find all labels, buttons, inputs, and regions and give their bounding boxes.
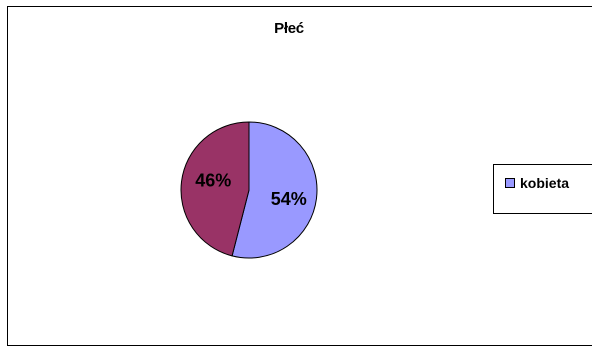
chart-legend: kobieta <box>493 164 592 214</box>
legend-item-kobieta: kobieta <box>505 175 569 191</box>
pie-data-label: 46% <box>195 170 231 190</box>
legend-swatch <box>505 178 515 188</box>
chart-title: Płeć <box>274 20 304 37</box>
pie-slice-kobieta <box>231 121 318 259</box>
legend-label: kobieta <box>520 175 570 191</box>
pie-chart: 54% 46% <box>180 121 318 259</box>
pie-data-label: 54% <box>271 189 307 209</box>
pie-slices <box>180 121 318 259</box>
pie-labels: 54% 46% <box>195 170 306 209</box>
pie-slice-slice-2 <box>180 121 250 257</box>
